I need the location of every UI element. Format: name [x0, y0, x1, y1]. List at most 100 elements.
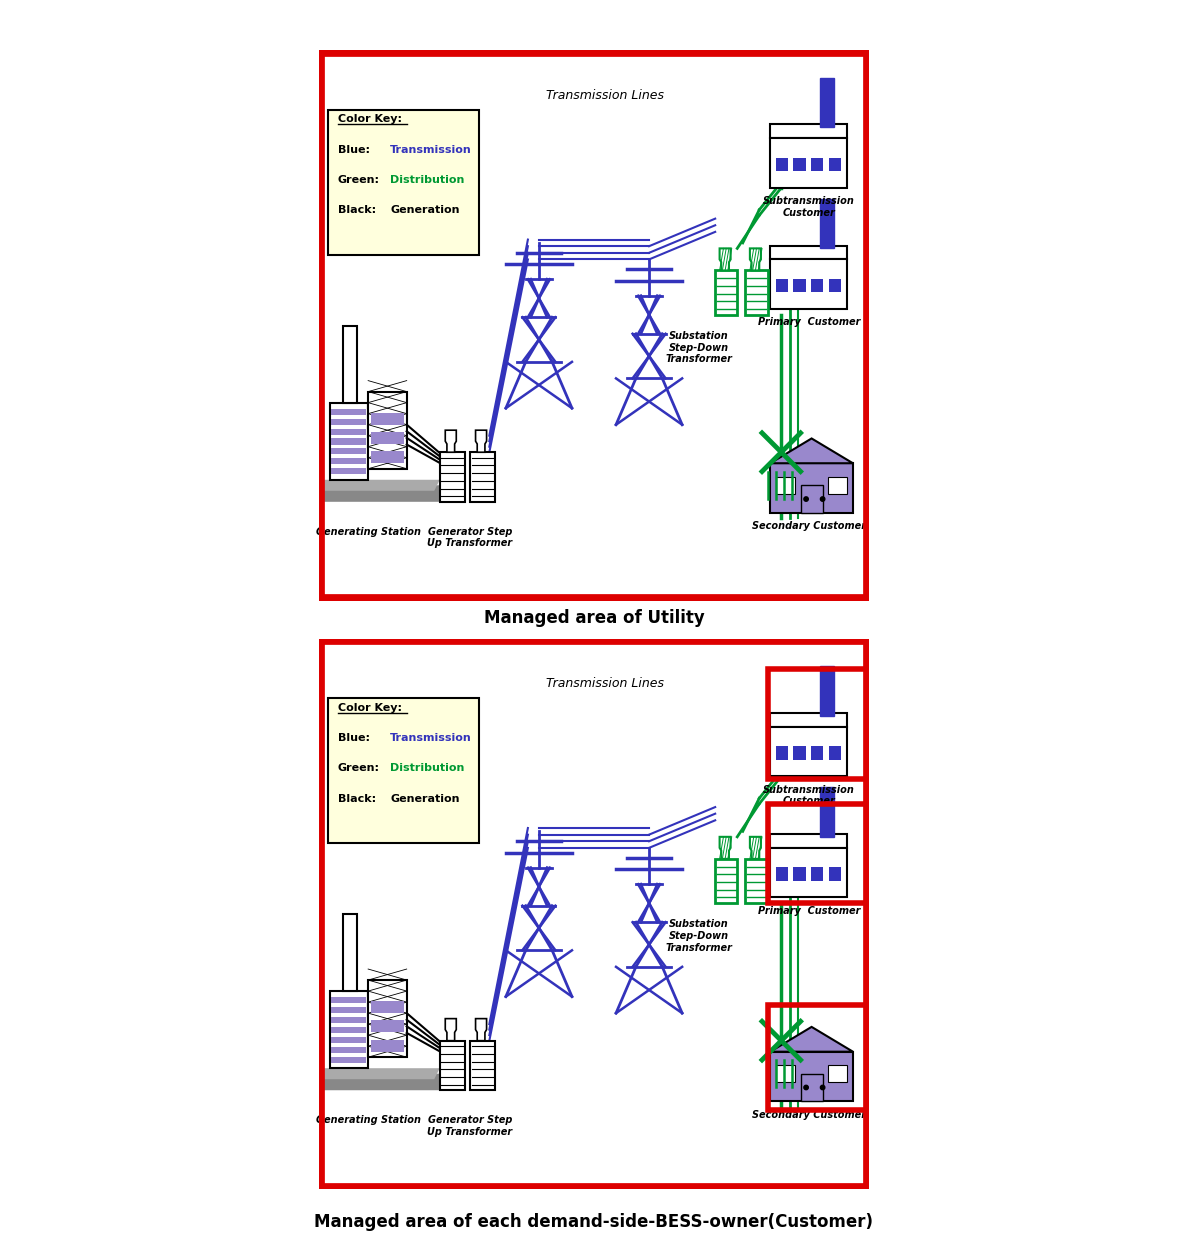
- Text: Generator Step
Up Transformer: Generator Step Up Transformer: [428, 527, 512, 548]
- Bar: [371, 413, 404, 424]
- Polygon shape: [720, 248, 731, 270]
- Text: Distribution: Distribution: [390, 764, 465, 774]
- Bar: [820, 199, 834, 248]
- Bar: [331, 1047, 366, 1053]
- Bar: [829, 868, 841, 881]
- Text: Blue:: Blue:: [337, 145, 369, 155]
- Bar: [776, 868, 788, 881]
- Bar: [776, 746, 788, 760]
- Text: Generating Station: Generating Station: [316, 1116, 421, 1126]
- Bar: [770, 463, 853, 513]
- Bar: [794, 158, 805, 172]
- Bar: [801, 486, 822, 513]
- Text: Primary  Customer: Primary Customer: [758, 317, 860, 327]
- Text: Transmission Lines: Transmission Lines: [546, 89, 664, 101]
- Bar: [331, 1027, 366, 1033]
- Bar: [331, 428, 366, 434]
- Bar: [746, 859, 767, 903]
- Bar: [770, 848, 847, 898]
- Polygon shape: [770, 438, 853, 463]
- Text: Black:: Black:: [337, 205, 375, 215]
- Bar: [794, 746, 805, 760]
- Bar: [801, 1074, 822, 1102]
- Bar: [371, 1002, 404, 1013]
- Bar: [828, 477, 847, 493]
- Bar: [770, 712, 847, 726]
- Bar: [820, 666, 834, 716]
- Circle shape: [821, 497, 824, 501]
- Text: Black:: Black:: [337, 794, 375, 804]
- Polygon shape: [318, 486, 450, 502]
- Bar: [776, 1065, 795, 1082]
- Polygon shape: [318, 1074, 450, 1090]
- Bar: [331, 418, 366, 424]
- Bar: [794, 279, 805, 293]
- Bar: [820, 788, 834, 836]
- Bar: [343, 914, 358, 992]
- Bar: [776, 158, 788, 172]
- Bar: [811, 158, 823, 172]
- Bar: [828, 1065, 847, 1082]
- Bar: [331, 468, 366, 475]
- Bar: [470, 452, 495, 502]
- Text: Managed area of Utility: Managed area of Utility: [484, 610, 704, 627]
- FancyBboxPatch shape: [328, 699, 480, 844]
- Polygon shape: [475, 1019, 487, 1040]
- Bar: [470, 1040, 495, 1090]
- Bar: [715, 270, 738, 314]
- Text: Generation: Generation: [390, 794, 460, 804]
- Polygon shape: [446, 431, 456, 452]
- Text: Distribution: Distribution: [390, 175, 465, 185]
- Bar: [820, 78, 834, 128]
- Bar: [343, 326, 358, 403]
- Text: Secondary Customer: Secondary Customer: [752, 1109, 866, 1119]
- Bar: [715, 859, 738, 903]
- Bar: [331, 1037, 366, 1043]
- Text: Color Key:: Color Key:: [337, 114, 402, 124]
- Circle shape: [804, 1085, 808, 1089]
- Bar: [746, 270, 767, 314]
- Bar: [770, 124, 847, 138]
- Bar: [331, 997, 366, 1003]
- Bar: [811, 746, 823, 760]
- Bar: [371, 1020, 404, 1033]
- Circle shape: [804, 497, 808, 501]
- Polygon shape: [770, 1027, 853, 1052]
- Bar: [811, 868, 823, 881]
- FancyBboxPatch shape: [328, 110, 480, 255]
- Polygon shape: [475, 431, 487, 452]
- Bar: [770, 245, 847, 259]
- Bar: [371, 451, 404, 463]
- Text: Secondary Customer: Secondary Customer: [752, 521, 866, 531]
- Polygon shape: [750, 248, 762, 270]
- Bar: [829, 279, 841, 293]
- Text: Subtransmission
Customer: Subtransmission Customer: [763, 785, 855, 806]
- Text: Color Key:: Color Key:: [337, 702, 402, 712]
- Bar: [770, 834, 847, 848]
- Text: Transmission: Transmission: [390, 734, 472, 744]
- Bar: [368, 980, 406, 1057]
- Polygon shape: [720, 836, 731, 859]
- Text: Managed area of each demand-side-BESS-owner(Customer): Managed area of each demand-side-BESS-ow…: [315, 1213, 873, 1231]
- Bar: [829, 158, 841, 172]
- Bar: [829, 746, 841, 760]
- Bar: [371, 432, 404, 444]
- Bar: [329, 403, 368, 480]
- Polygon shape: [750, 836, 762, 859]
- Bar: [776, 477, 795, 493]
- Bar: [770, 138, 847, 188]
- Polygon shape: [324, 480, 440, 491]
- Bar: [331, 458, 366, 464]
- Bar: [776, 279, 788, 293]
- Polygon shape: [324, 1068, 440, 1079]
- Bar: [331, 438, 366, 444]
- Polygon shape: [446, 1019, 456, 1040]
- Bar: [331, 1057, 366, 1063]
- Bar: [331, 1007, 366, 1013]
- Bar: [371, 1039, 404, 1052]
- Text: Transmission: Transmission: [390, 145, 472, 155]
- Bar: [770, 259, 847, 309]
- Bar: [440, 452, 465, 502]
- Text: Subtransmission
Customer: Subtransmission Customer: [763, 197, 855, 218]
- Bar: [329, 992, 368, 1068]
